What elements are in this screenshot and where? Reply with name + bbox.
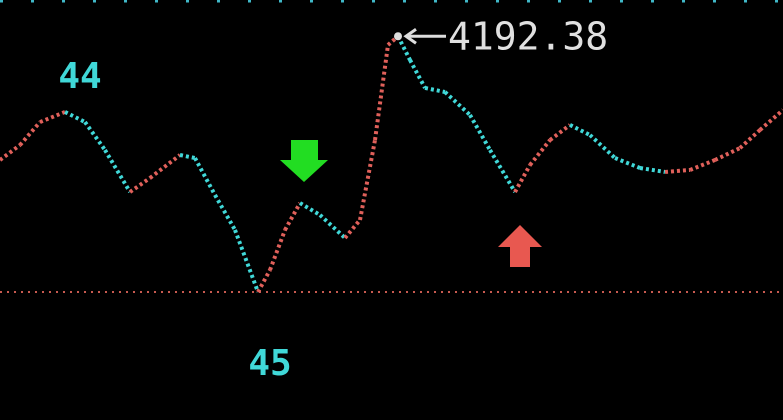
price-segment	[358, 139, 377, 221]
price-segment	[714, 146, 741, 162]
price-segment	[614, 156, 641, 170]
price-segment	[588, 133, 617, 160]
price-segment	[758, 108, 783, 132]
peak-label: 4192.38	[448, 14, 608, 58]
price-segment	[148, 153, 182, 180]
price-segment	[193, 157, 217, 196]
price-segment	[343, 218, 362, 240]
price-segment	[424, 85, 446, 94]
price-segment	[689, 158, 716, 172]
price-segment	[18, 120, 42, 147]
price-segment	[396, 35, 412, 61]
price-segment	[528, 138, 552, 167]
price-segment	[639, 166, 666, 174]
price-segment	[283, 202, 302, 231]
price-segment	[39, 110, 66, 124]
peak-pointer-head	[403, 28, 417, 45]
price-segment	[233, 229, 260, 293]
price-segment	[443, 90, 472, 117]
price-segment	[64, 110, 86, 124]
price-segment	[569, 123, 591, 137]
price-segment	[103, 148, 132, 194]
price-segment	[0, 143, 22, 162]
peak-dot	[394, 32, 402, 41]
price-segment	[468, 113, 492, 152]
price-segment	[268, 229, 287, 271]
price-segment	[318, 213, 347, 240]
price-segment	[128, 176, 152, 194]
price-segment	[513, 164, 532, 193]
price-segment	[179, 153, 196, 160]
annotation: 45	[248, 343, 291, 384]
price-segment	[664, 167, 691, 174]
price-segment	[213, 194, 237, 231]
sell-arrow	[280, 140, 328, 182]
price-segment	[298, 201, 322, 217]
price-segment	[386, 34, 400, 47]
price-segment	[256, 269, 272, 293]
price-segment	[373, 44, 390, 141]
price-segment	[738, 128, 762, 150]
annotation: 44	[58, 56, 101, 97]
price-segment	[488, 148, 517, 194]
price-segment	[548, 123, 572, 142]
buy-arrow	[498, 225, 542, 267]
price-segment	[83, 120, 107, 152]
price-segment	[408, 59, 427, 89]
